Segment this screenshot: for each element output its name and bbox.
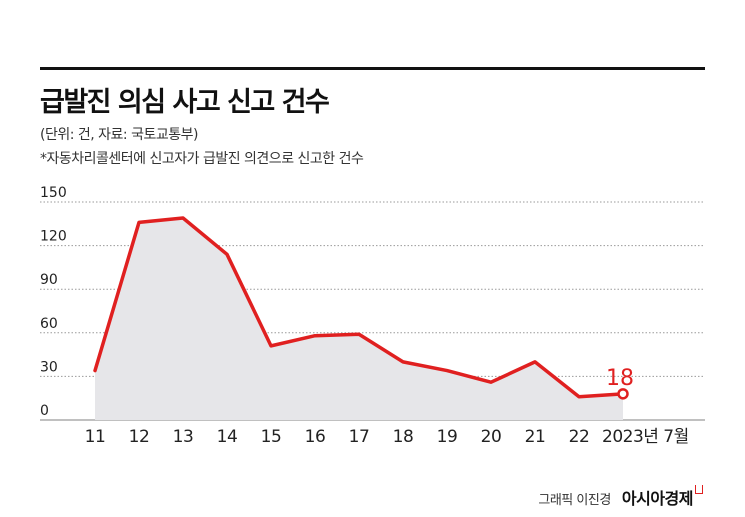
x-tick-label: 17 <box>349 427 370 447</box>
x-tick-label: 22 <box>569 427 590 447</box>
y-tick-labels: 150 120 90 60 30 0 <box>40 185 67 419</box>
chart-subtitle: (단위: 건, 자료: 국토교통부) <box>40 127 198 143</box>
x-tick-label: 14 <box>217 427 238 447</box>
x-tick-label: 12 <box>129 427 150 447</box>
x-tick-label: 16 <box>305 427 326 447</box>
series-line-layer <box>93 216 629 400</box>
credit: 그래픽 이진경 아시아경제 <box>538 485 703 509</box>
graphic-author: 그래픽 이진경 <box>538 493 611 508</box>
x-tick-label: 18 <box>393 427 414 447</box>
x-tick-label: 19 <box>437 427 458 447</box>
y-tick-label: 150 <box>40 185 67 201</box>
x-tick-label: 21 <box>525 427 546 447</box>
x-tick-label: 11 <box>85 427 106 447</box>
x-tick-label: 20 <box>481 427 502 447</box>
x-tick-labels: 11 12 13 14 15 16 17 18 19 20 21 22 2023년 7월 <box>85 427 690 447</box>
chart-note: *자동차리콜센터에 신고자가 급발진 의견으로 신고한 건수 <box>40 151 364 167</box>
area-fill <box>95 217 623 420</box>
x-tick-label: 13 <box>173 427 194 447</box>
y-tick-label: 90 <box>40 272 58 288</box>
x-tick-label: 15 <box>261 427 282 447</box>
y-tick-label: 60 <box>40 316 58 332</box>
area-fill-layer <box>95 217 623 420</box>
brand-mark-icon <box>695 485 703 494</box>
title-rule <box>40 67 705 70</box>
x-tick-label: 2023년 7월 <box>602 427 689 447</box>
brand-logo: 아시아경제 <box>621 489 694 508</box>
last-value-label: 18 <box>606 366 634 391</box>
data-labels: 18 <box>606 366 634 391</box>
last-point-marker <box>617 388 629 400</box>
y-tick-label: 120 <box>40 229 67 245</box>
y-tick-label: 30 <box>40 359 58 375</box>
series-line <box>93 216 625 399</box>
chart-title: 급발진 의심 사고 신고 건수 <box>40 87 330 118</box>
y-tick-label: 0 <box>40 403 49 419</box>
